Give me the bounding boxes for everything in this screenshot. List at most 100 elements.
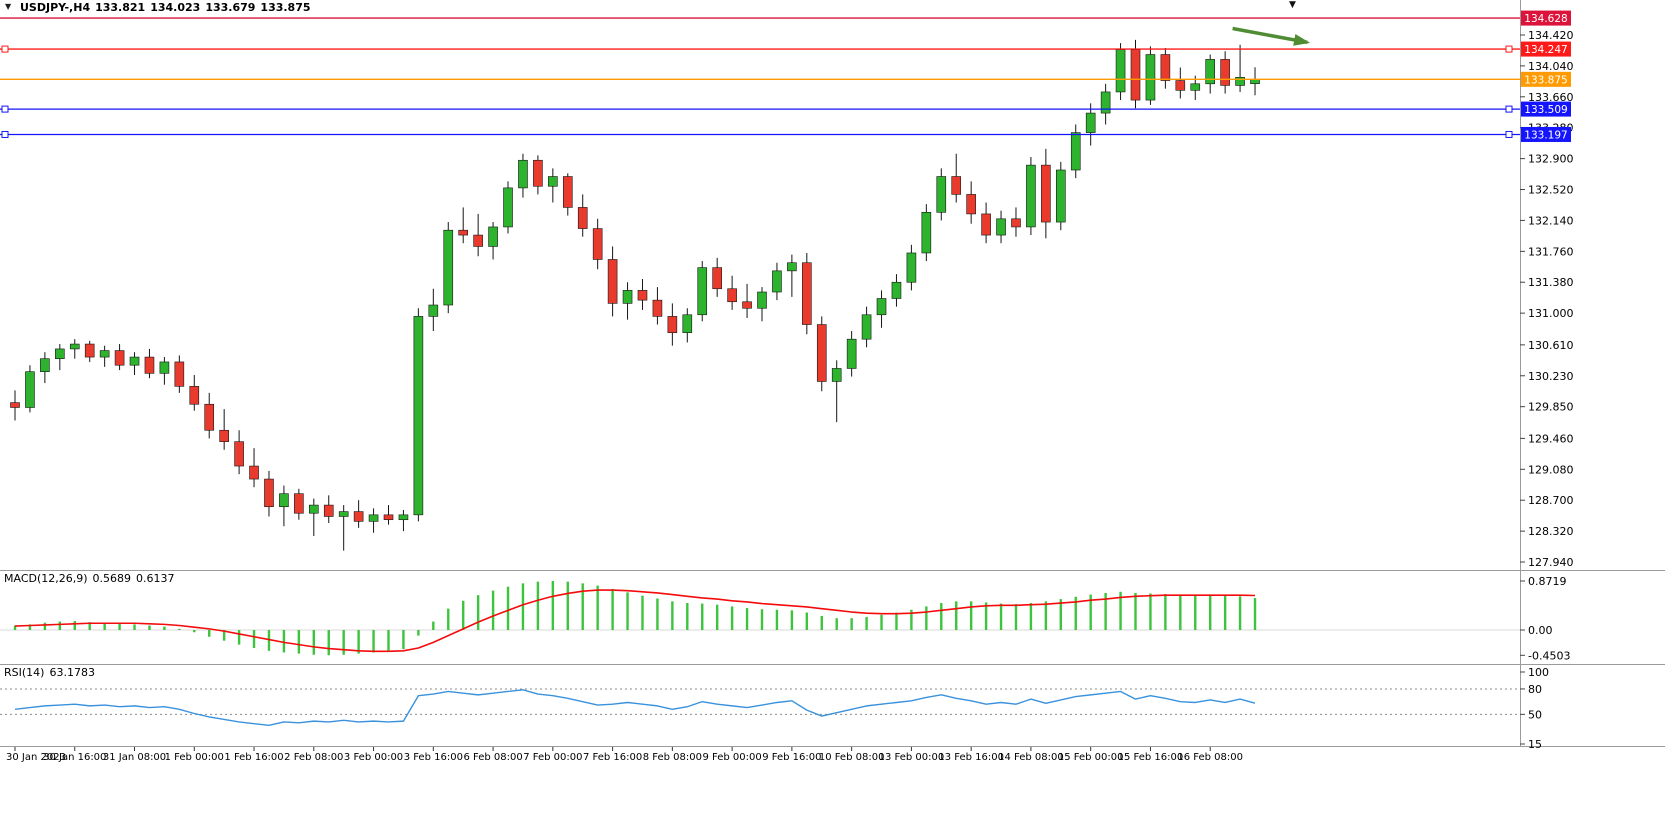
price-badge-label: 133.875 [1524, 74, 1567, 86]
price-tick-label: 134.420 [1528, 29, 1574, 42]
macd-histogram-bar [686, 603, 689, 630]
price-badge: 134.628 [1521, 10, 1571, 26]
symbol-period-label: USDJPY-,H4 [20, 1, 91, 14]
rsi-axis[interactable]: 100 80 50 15 [1520, 666, 1549, 751]
candle [353, 511, 364, 522]
macd-histogram-bar [969, 601, 973, 630]
line-handle[interactable] [1505, 105, 1513, 113]
quote-close: 133.875 [260, 1, 311, 14]
time-tick-label: 31 Jan 08:00 [103, 752, 166, 763]
line-handle[interactable] [1, 130, 9, 138]
horizontal-line[interactable] [0, 105, 1520, 113]
price-axis[interactable]: 134.420134.040133.660133.280132.900132.5… [1520, 29, 1574, 569]
horizontal-line[interactable] [0, 130, 1520, 138]
price-tick-label: 129.460 [1528, 432, 1574, 445]
time-tick-label: 30 Jan 2023 [6, 752, 66, 763]
macd-histogram-bar [476, 595, 480, 630]
candle [1190, 83, 1201, 91]
time-tick-label: 9 Feb 16:00 [762, 752, 821, 763]
macd-histogram-bar [775, 609, 779, 630]
macd-histogram-bar [163, 626, 166, 630]
rsi-tick-label: 80 [1528, 683, 1542, 696]
candle [1011, 218, 1021, 228]
price-tick-label: 131.760 [1528, 245, 1574, 258]
rsi-name: RSI(14) [4, 666, 45, 679]
candle [55, 348, 65, 359]
candle [25, 371, 35, 408]
macd-histogram-bar [940, 603, 943, 630]
price-badge-label: 133.509 [1524, 104, 1567, 116]
candle [473, 234, 483, 247]
candle [174, 361, 185, 387]
macd-histogram-bar [1044, 601, 1048, 630]
macd-histogram-bar [835, 618, 838, 630]
macd-histogram-bar [671, 601, 674, 630]
arrow-annotation[interactable] [1232, 26, 1311, 46]
candles-layer [10, 39, 1260, 551]
macd-histogram-bar [745, 608, 749, 630]
price-badge: 134.247 [1521, 41, 1571, 57]
candle [1205, 59, 1215, 85]
macd-histogram-bar [267, 630, 271, 651]
candle [413, 316, 424, 516]
candle [279, 493, 289, 508]
candle [682, 314, 693, 333]
price-tick-label: 131.380 [1528, 276, 1574, 289]
candle [622, 290, 633, 304]
macd-tick-label: -0.4503 [1528, 649, 1570, 662]
macd-histogram-bar [730, 606, 734, 630]
candle [294, 493, 304, 514]
candle [443, 229, 454, 306]
macd-histogram-bar [417, 630, 420, 636]
candle [727, 288, 737, 303]
macd-histogram-bar [297, 630, 301, 654]
macd-histogram-bar [372, 630, 375, 653]
price-tick-label: 134.040 [1528, 60, 1574, 73]
horizontal-line[interactable] [0, 45, 1520, 53]
candle [1041, 164, 1051, 223]
rsi-tick-label: 15 [1528, 738, 1542, 751]
candle [996, 218, 1006, 236]
chart-shift-marker-icon[interactable]: ▼ [1289, 0, 1296, 10]
macd-histogram-bar [910, 609, 913, 630]
candle [533, 159, 543, 187]
candle [129, 356, 140, 366]
macd-histogram-bar [312, 630, 315, 655]
candle [338, 511, 349, 517]
macd-histogram-bar [1059, 599, 1062, 630]
macd-histogram-bar [282, 630, 286, 653]
candle [697, 267, 708, 316]
macd-histogram-bar [73, 621, 76, 630]
macd-histogram-bar [13, 625, 17, 630]
candle [204, 403, 215, 431]
macd-histogram-bar [252, 630, 256, 648]
macd-axis[interactable]: 0.8719 0.00 -0.4503 [1520, 575, 1570, 662]
candle [757, 291, 767, 309]
macd-histogram-bar [1149, 593, 1152, 630]
candle [816, 324, 827, 382]
candle [831, 368, 842, 382]
line-handle[interactable] [1505, 45, 1513, 53]
candle [772, 270, 782, 293]
candle [84, 343, 95, 358]
candle [921, 211, 932, 254]
symbol-dropdown-icon[interactable]: ▼ [5, 2, 12, 11]
quote-high: 134.023 [150, 1, 201, 14]
macd-tick-label: 0.00 [1528, 624, 1553, 637]
line-handle[interactable] [1, 45, 9, 53]
line-handle[interactable] [1, 105, 9, 113]
macd-histogram-bar [222, 630, 226, 641]
candle [1026, 164, 1036, 228]
price-tick-label: 132.520 [1528, 184, 1574, 197]
macd-histogram-bar [58, 621, 62, 630]
macd-histogram-bar [1238, 596, 1242, 630]
macd-histogram-bar [820, 615, 823, 630]
macd-histogram-bar [1014, 604, 1018, 630]
price-tick-label: 129.850 [1528, 401, 1574, 414]
rsi-indicator-label: RSI(14) 63.1783 [4, 666, 100, 679]
line-handle[interactable] [1505, 130, 1513, 138]
rsi-tick-label: 100 [1528, 666, 1549, 679]
time-tick-label: 16 Feb 08:00 [1177, 752, 1243, 763]
